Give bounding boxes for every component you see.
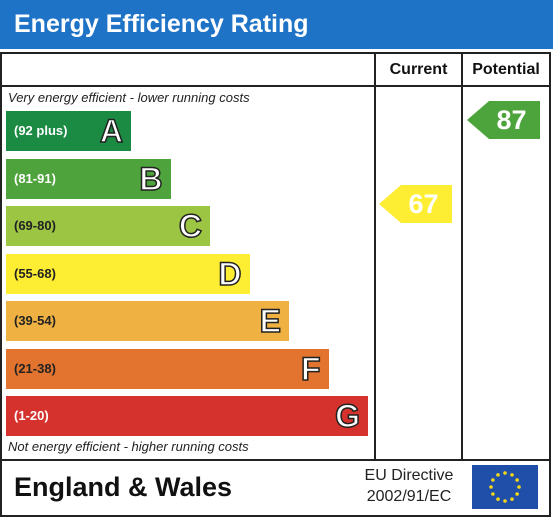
band-letter: D bbox=[218, 255, 243, 293]
eu-star bbox=[510, 473, 514, 477]
band-letter: E bbox=[259, 302, 282, 340]
current-column-header: Current bbox=[389, 61, 448, 78]
rating-table: Current Potential Very energy efficient … bbox=[0, 52, 551, 461]
band-range: (81-91) bbox=[14, 170, 56, 186]
column-divider bbox=[374, 54, 376, 459]
band-range: (55-68) bbox=[14, 265, 56, 281]
eu-star bbox=[491, 492, 495, 496]
potential-column-header: Potential bbox=[472, 61, 540, 78]
efficient-note: Very energy efficient - lower running co… bbox=[8, 90, 250, 105]
eu-star bbox=[491, 478, 495, 482]
band-range: (1-20) bbox=[14, 408, 49, 423]
band-range: (69-80) bbox=[14, 218, 56, 233]
band-f: (21-38) F bbox=[6, 348, 329, 389]
band-range: (39-54) bbox=[14, 313, 56, 328]
eu-star bbox=[517, 485, 521, 489]
band-letter: A bbox=[99, 112, 124, 150]
eu-star bbox=[503, 471, 507, 475]
band-letter: C bbox=[178, 207, 203, 245]
band-g: (1-20) G bbox=[6, 396, 368, 436]
band-letter: G bbox=[334, 397, 360, 435]
eu-star bbox=[503, 499, 507, 503]
chart-title: Energy Efficiency Rating bbox=[0, 0, 553, 49]
directive-line2: 2002/91/EC bbox=[366, 488, 452, 505]
eu-star bbox=[515, 478, 519, 482]
band-c: (69-80) C bbox=[6, 206, 210, 246]
band-a: (92 plus) A bbox=[6, 111, 131, 151]
band-b: (81-91) B bbox=[6, 158, 171, 199]
footer: England & Wales EU Directive 2002/91/EC bbox=[0, 461, 551, 517]
header-divider bbox=[2, 85, 549, 87]
eu-star bbox=[510, 497, 514, 501]
band-range: (21-38) bbox=[14, 360, 56, 376]
eu-star bbox=[489, 485, 493, 489]
region-label: England & Wales bbox=[14, 472, 233, 502]
eu-star bbox=[496, 497, 500, 501]
band-range: (92 plus) bbox=[14, 123, 68, 138]
eu-directive: EU Directive 2002/91/EC bbox=[354, 465, 464, 507]
eu-flag-stars bbox=[489, 471, 521, 503]
column-divider bbox=[461, 54, 463, 459]
inefficient-note: Not energy efficient - higher running co… bbox=[8, 439, 249, 454]
eu-star bbox=[496, 473, 500, 477]
band-letter: F bbox=[300, 350, 321, 388]
eu-flag-icon bbox=[472, 465, 538, 509]
band-e: (39-54) E bbox=[6, 301, 289, 341]
directive-line1: EU Directive bbox=[364, 467, 454, 484]
band-letter: B bbox=[139, 160, 164, 198]
eu-star bbox=[515, 492, 519, 496]
band-d: (55-68) D bbox=[6, 253, 250, 294]
